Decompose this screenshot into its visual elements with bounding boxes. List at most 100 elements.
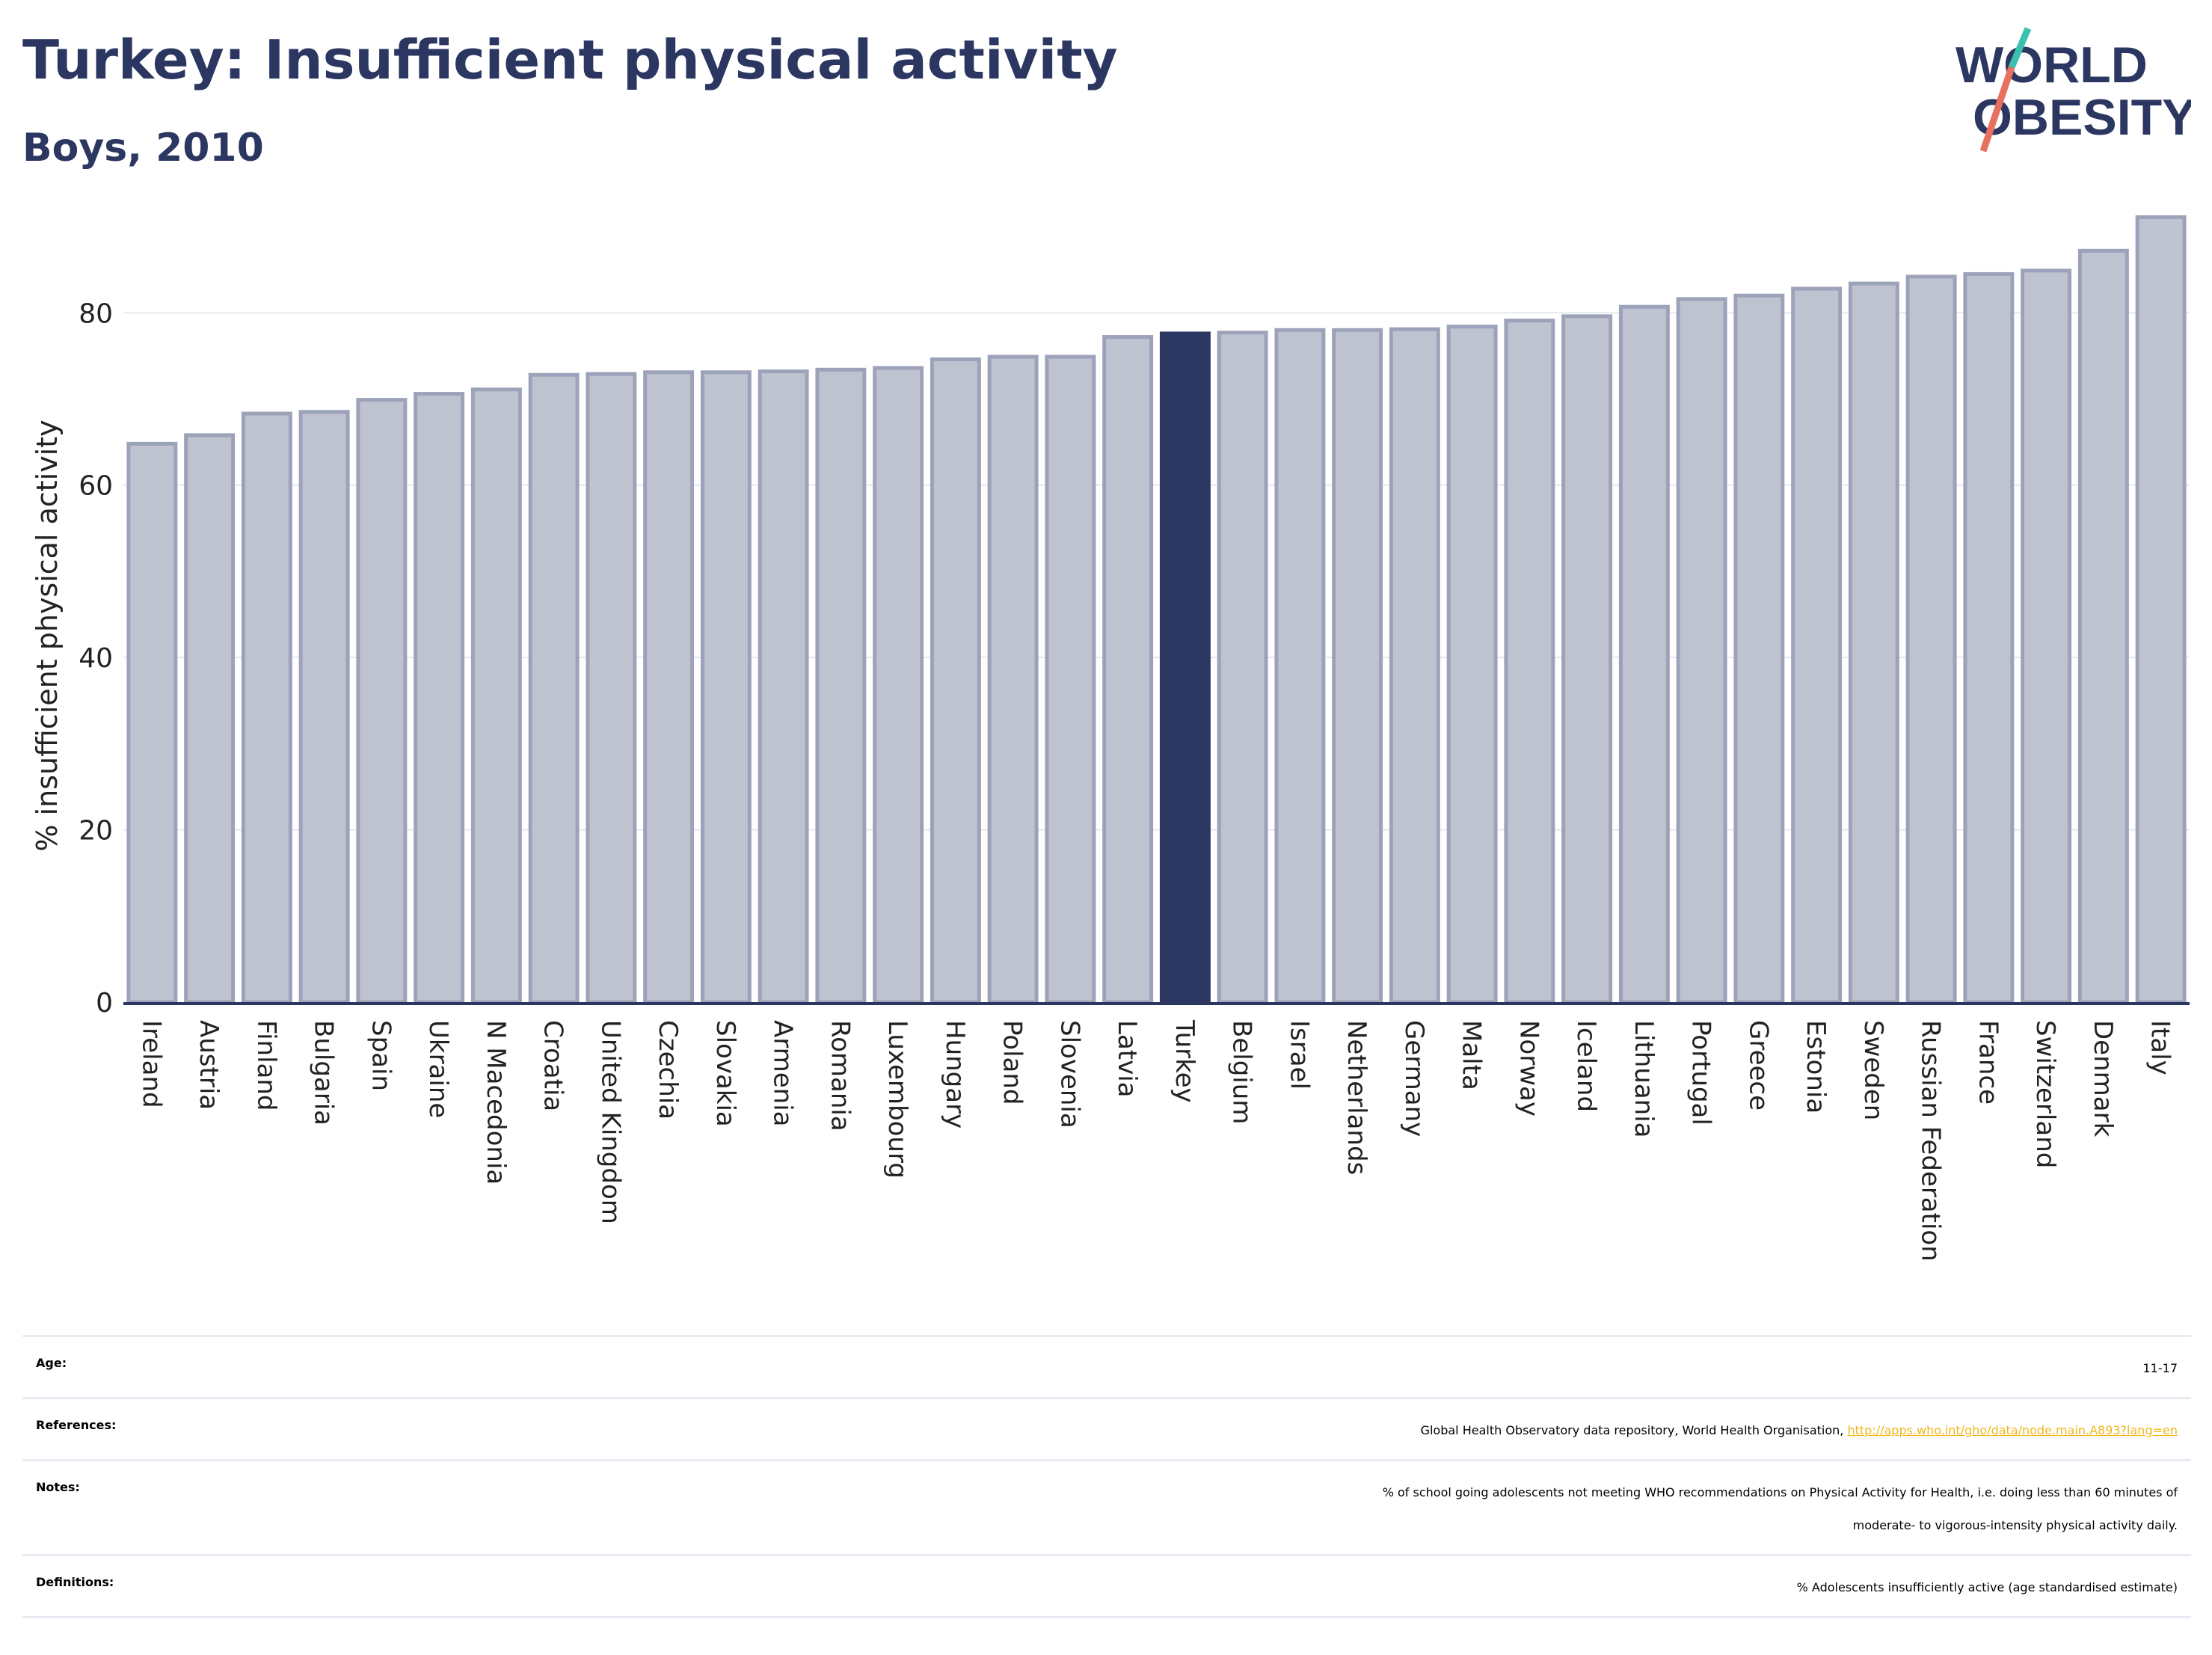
bar-poland (987, 354, 1039, 1004)
x-tick-label: Hungary (940, 1020, 970, 1129)
bar-ukraine (414, 392, 465, 1004)
definitions-label: Definitions: (36, 1575, 114, 1589)
bar-austria (184, 433, 236, 1004)
x-tick-label: Armenia (768, 1020, 798, 1127)
x-tick-label: France (1973, 1020, 2003, 1105)
references-row: References: Global Health Observatory da… (22, 1397, 2191, 1459)
x-tick-label: Russian Federation (1916, 1020, 1946, 1262)
y-tick-label: 80 (79, 298, 113, 329)
definitions-row: Definitions: % Adolescents insufficientl… (22, 1554, 2191, 1618)
bar-portugal (1676, 297, 1727, 1004)
bar-netherlands (1332, 328, 1383, 1004)
x-tick-label: Italy (2145, 1020, 2175, 1075)
bar-n-macedonia (470, 387, 522, 1004)
bar-spain (356, 398, 408, 1004)
x-tick-label: Czechia (653, 1020, 683, 1120)
bar-iceland (1561, 314, 1613, 1004)
x-tick-label: Ukraine (423, 1020, 453, 1118)
bar-slovenia (1045, 354, 1096, 1004)
logo-slash-teal (2008, 27, 2032, 69)
x-tick-label: Israel (1284, 1020, 1314, 1090)
bar-germany (1389, 327, 1440, 1004)
x-tick-label: United Kingdom (595, 1020, 625, 1224)
y-axis-title: % insufficient physical activity (31, 420, 64, 851)
bar-armenia (758, 369, 809, 1004)
x-tick-label: Norway (1514, 1020, 1543, 1117)
age-row: Age: 11-17 (22, 1335, 2191, 1397)
bar-bulgaria (298, 410, 350, 1004)
bar-switzerland (2021, 268, 2072, 1004)
notes-row: Notes: % of school going adolescents not… (22, 1459, 2191, 1555)
x-tick-label: Portugal (1686, 1020, 1716, 1126)
bar-greece (1733, 293, 1785, 1004)
bar-estonia (1791, 286, 1843, 1004)
bar-italy (2135, 215, 2187, 1004)
y-tick-label: 0 (96, 988, 113, 1019)
x-tick-label: Belgium (1227, 1020, 1257, 1124)
references-value: Global Health Observatory data repositor… (1421, 1414, 2178, 1447)
bar-chart: 0 20 40 60 80 Ireland Austria Finland Bulgaria Sp… (31, 215, 2190, 1262)
x-tick-label: Iceland (1571, 1020, 1601, 1112)
x-tick-label: Austria (194, 1020, 224, 1110)
y-tick-label: 40 (79, 643, 113, 674)
x-tick-label: Switzerland (2030, 1020, 2060, 1168)
x-tick-label: Slovakia (710, 1020, 740, 1127)
notes-line-2: moderate- to vigorous-intensity physical… (1852, 1518, 2178, 1532)
x-tick-label: N Macedonia (481, 1020, 511, 1185)
x-tick-label: Turkey (1170, 1019, 1199, 1103)
x-tick-label: Sweden (1858, 1020, 1888, 1120)
age-value: 11-17 (2142, 1361, 2178, 1375)
x-tick-label: Poland (998, 1020, 1027, 1105)
world-obesity-logo: WORLD OBESITY (1956, 27, 2191, 153)
x-tick-label: Lithuania (1629, 1020, 1659, 1137)
x-tick-label: Slovenia (1054, 1020, 1084, 1129)
bar-united-kingdom (586, 372, 637, 1004)
y-tick-label: 60 (79, 471, 113, 502)
x-tick-label: Spain (366, 1020, 396, 1091)
logo-text-obesity: OBESITY (1973, 89, 2191, 146)
x-tick-label: Greece (1743, 1020, 1773, 1111)
page-subtitle: Boys, 2010 (22, 126, 264, 171)
bar-hungary (930, 357, 981, 1004)
x-tick-label: Denmark (2088, 1020, 2118, 1137)
bar-russian-federation (1905, 274, 1957, 1004)
references-label: References: (36, 1418, 117, 1432)
bar-croatia (528, 372, 580, 1004)
bar-slovakia (700, 370, 752, 1004)
references-link[interactable]: http://apps.who.int/gho/data/node.main.A… (1847, 1423, 2178, 1437)
x-tick-label: Luxembourg (882, 1020, 912, 1179)
x-tick-label: Finland (251, 1020, 281, 1111)
x-tick-label: Bulgaria (309, 1020, 339, 1126)
references-text: Global Health Observatory data repositor… (1420, 1423, 1844, 1437)
x-tick-label: Latvia (1112, 1020, 1142, 1098)
bar-czechia (643, 370, 695, 1004)
bar-sweden (1848, 281, 1899, 1004)
x-tick-label: Croatia (538, 1020, 568, 1111)
x-tick-label: Netherlands (1342, 1020, 1371, 1175)
bar-turkey (1159, 331, 1211, 1004)
y-tick-label: 20 (79, 816, 113, 847)
x-tick-label: Malta (1457, 1020, 1487, 1090)
bar-finland (241, 411, 292, 1004)
bar-lithuania (1618, 304, 1670, 1004)
bar-denmark (2077, 248, 2129, 1004)
bar-luxembourg (873, 366, 924, 1004)
bar-belgium (1217, 331, 1268, 1004)
notes-label: Notes: (36, 1480, 80, 1494)
x-tick-label: Romania (825, 1020, 855, 1132)
page-title: Turkey: Insufficient physical activity (22, 28, 1118, 91)
age-label: Age: (36, 1356, 67, 1370)
definitions-value: % Adolescents insufficiently active (age… (1796, 1580, 2178, 1594)
logo-text-world: WORLD (1956, 37, 2148, 93)
bar-israel (1274, 328, 1326, 1004)
bar-ireland (126, 441, 178, 1004)
bar-romania (815, 367, 867, 1004)
bar-france (1963, 271, 2015, 1004)
bar-norway (1504, 319, 1555, 1004)
x-tick-label: Estonia (1801, 1020, 1831, 1114)
bar-latvia (1102, 335, 1154, 1004)
notes-value: % of school going adolescents not meetin… (1383, 1476, 2178, 1542)
bar-malta (1446, 325, 1498, 1004)
x-tick-label: Ireland (136, 1020, 166, 1108)
logo-slash-coral (1979, 66, 2015, 153)
